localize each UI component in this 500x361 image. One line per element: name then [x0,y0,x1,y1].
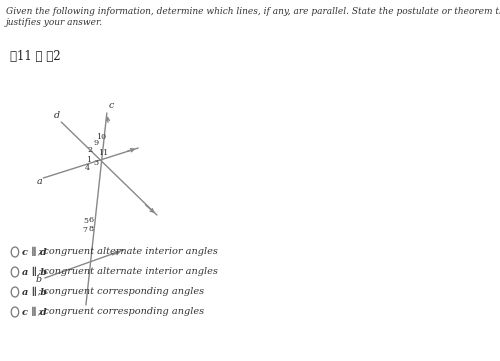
Text: ℑ11 ≅ ℒ2: ℑ11 ≅ ℒ2 [10,50,61,63]
Text: 3: 3 [93,159,98,167]
Text: 10: 10 [96,133,106,141]
Text: 9: 9 [94,139,99,147]
Text: 4: 4 [85,164,90,172]
Text: 2: 2 [88,146,93,154]
Text: 1: 1 [86,156,90,164]
Text: c ∥ d: c ∥ d [22,307,46,317]
Text: ; congruent corresponding angles: ; congruent corresponding angles [38,287,204,296]
Text: 8: 8 [88,225,94,233]
Text: c ∥ d: c ∥ d [22,247,46,257]
Text: ; congruent alternate interior angles: ; congruent alternate interior angles [38,248,218,257]
Text: a ∥ b: a ∥ b [22,287,47,297]
Text: 6: 6 [88,216,94,224]
Text: b: b [36,275,42,284]
Text: 11: 11 [98,149,108,157]
Text: d: d [54,111,60,120]
Text: a: a [36,178,42,187]
Text: a ∥ b: a ∥ b [22,268,47,277]
Text: 7: 7 [82,226,87,234]
Text: ; congruent corresponding angles: ; congruent corresponding angles [38,308,204,317]
Text: ; congruent alternate interior angles: ; congruent alternate interior angles [38,268,218,277]
Text: c: c [108,101,114,110]
Text: 5: 5 [84,217,88,225]
Text: justifies your answer.: justifies your answer. [6,18,103,27]
Text: Given the following information, determine which lines, if any, are parallel. St: Given the following information, determi… [6,7,500,16]
